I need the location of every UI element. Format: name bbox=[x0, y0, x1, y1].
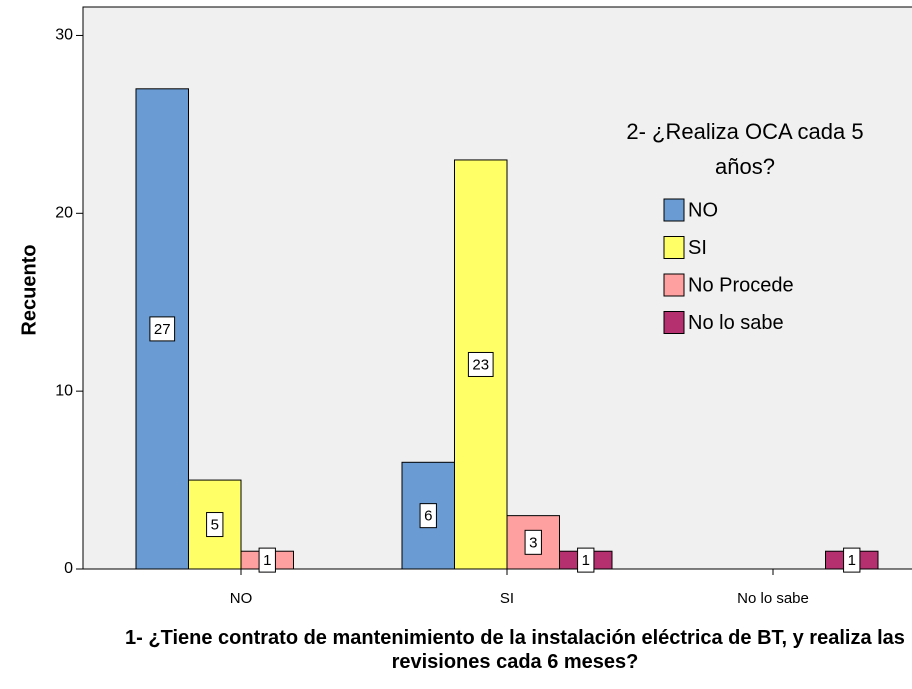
x-tick-label: SI bbox=[500, 590, 514, 607]
legend-label: No Procede bbox=[688, 274, 794, 296]
legend-swatch bbox=[663, 236, 685, 259]
data-label: 1 bbox=[258, 547, 276, 573]
data-label-text: 6 bbox=[424, 508, 432, 525]
y-tick-label: 20 bbox=[55, 205, 73, 222]
y-tick-label: 0 bbox=[64, 560, 73, 577]
legend-label: No lo sabe bbox=[688, 312, 784, 334]
x-axis-label: 1- ¿Tiene contrato de mantenimiento de l… bbox=[125, 627, 905, 673]
data-label-text: 23 bbox=[472, 356, 489, 373]
legend-swatch bbox=[663, 198, 685, 222]
y-tick-label: 30 bbox=[55, 27, 73, 44]
data-label-text: 1 bbox=[582, 552, 590, 569]
legend-title: 2- ¿Realiza OCA cada 5 años? bbox=[626, 119, 864, 179]
data-label: 1 bbox=[577, 547, 595, 573]
data-label-text: 5 bbox=[211, 517, 219, 534]
data-label-text: 1 bbox=[848, 552, 856, 569]
y-axis-label: Recuento bbox=[18, 244, 40, 335]
legend-label: NO bbox=[688, 199, 718, 221]
data-label-box bbox=[419, 503, 437, 529]
data-label-text: 3 bbox=[529, 534, 537, 551]
y-tick-label: 10 bbox=[55, 382, 73, 399]
data-label: 27 bbox=[149, 316, 176, 342]
data-label-box bbox=[149, 316, 176, 342]
bar bbox=[135, 88, 189, 570]
data-label-box bbox=[206, 512, 224, 538]
legend-swatch bbox=[663, 311, 685, 334]
data-label-box bbox=[467, 351, 494, 377]
data-label: 6 bbox=[419, 503, 437, 529]
data-label-text: 27 bbox=[154, 321, 171, 338]
data-label-text: 1 bbox=[263, 552, 271, 569]
data-label-box bbox=[843, 547, 861, 573]
data-label: 23 bbox=[467, 351, 494, 377]
data-label-box bbox=[524, 529, 542, 555]
data-label: 5 bbox=[206, 512, 224, 538]
legend-swatch bbox=[663, 273, 685, 297]
data-label-box bbox=[577, 547, 595, 573]
data-label: 1 bbox=[843, 547, 861, 573]
x-tick-label: NO bbox=[230, 590, 253, 607]
legend-label: SI bbox=[688, 237, 707, 259]
data-label-box bbox=[258, 547, 276, 573]
data-label: 3 bbox=[524, 529, 542, 555]
x-tick-label: No lo sabe bbox=[737, 590, 809, 607]
